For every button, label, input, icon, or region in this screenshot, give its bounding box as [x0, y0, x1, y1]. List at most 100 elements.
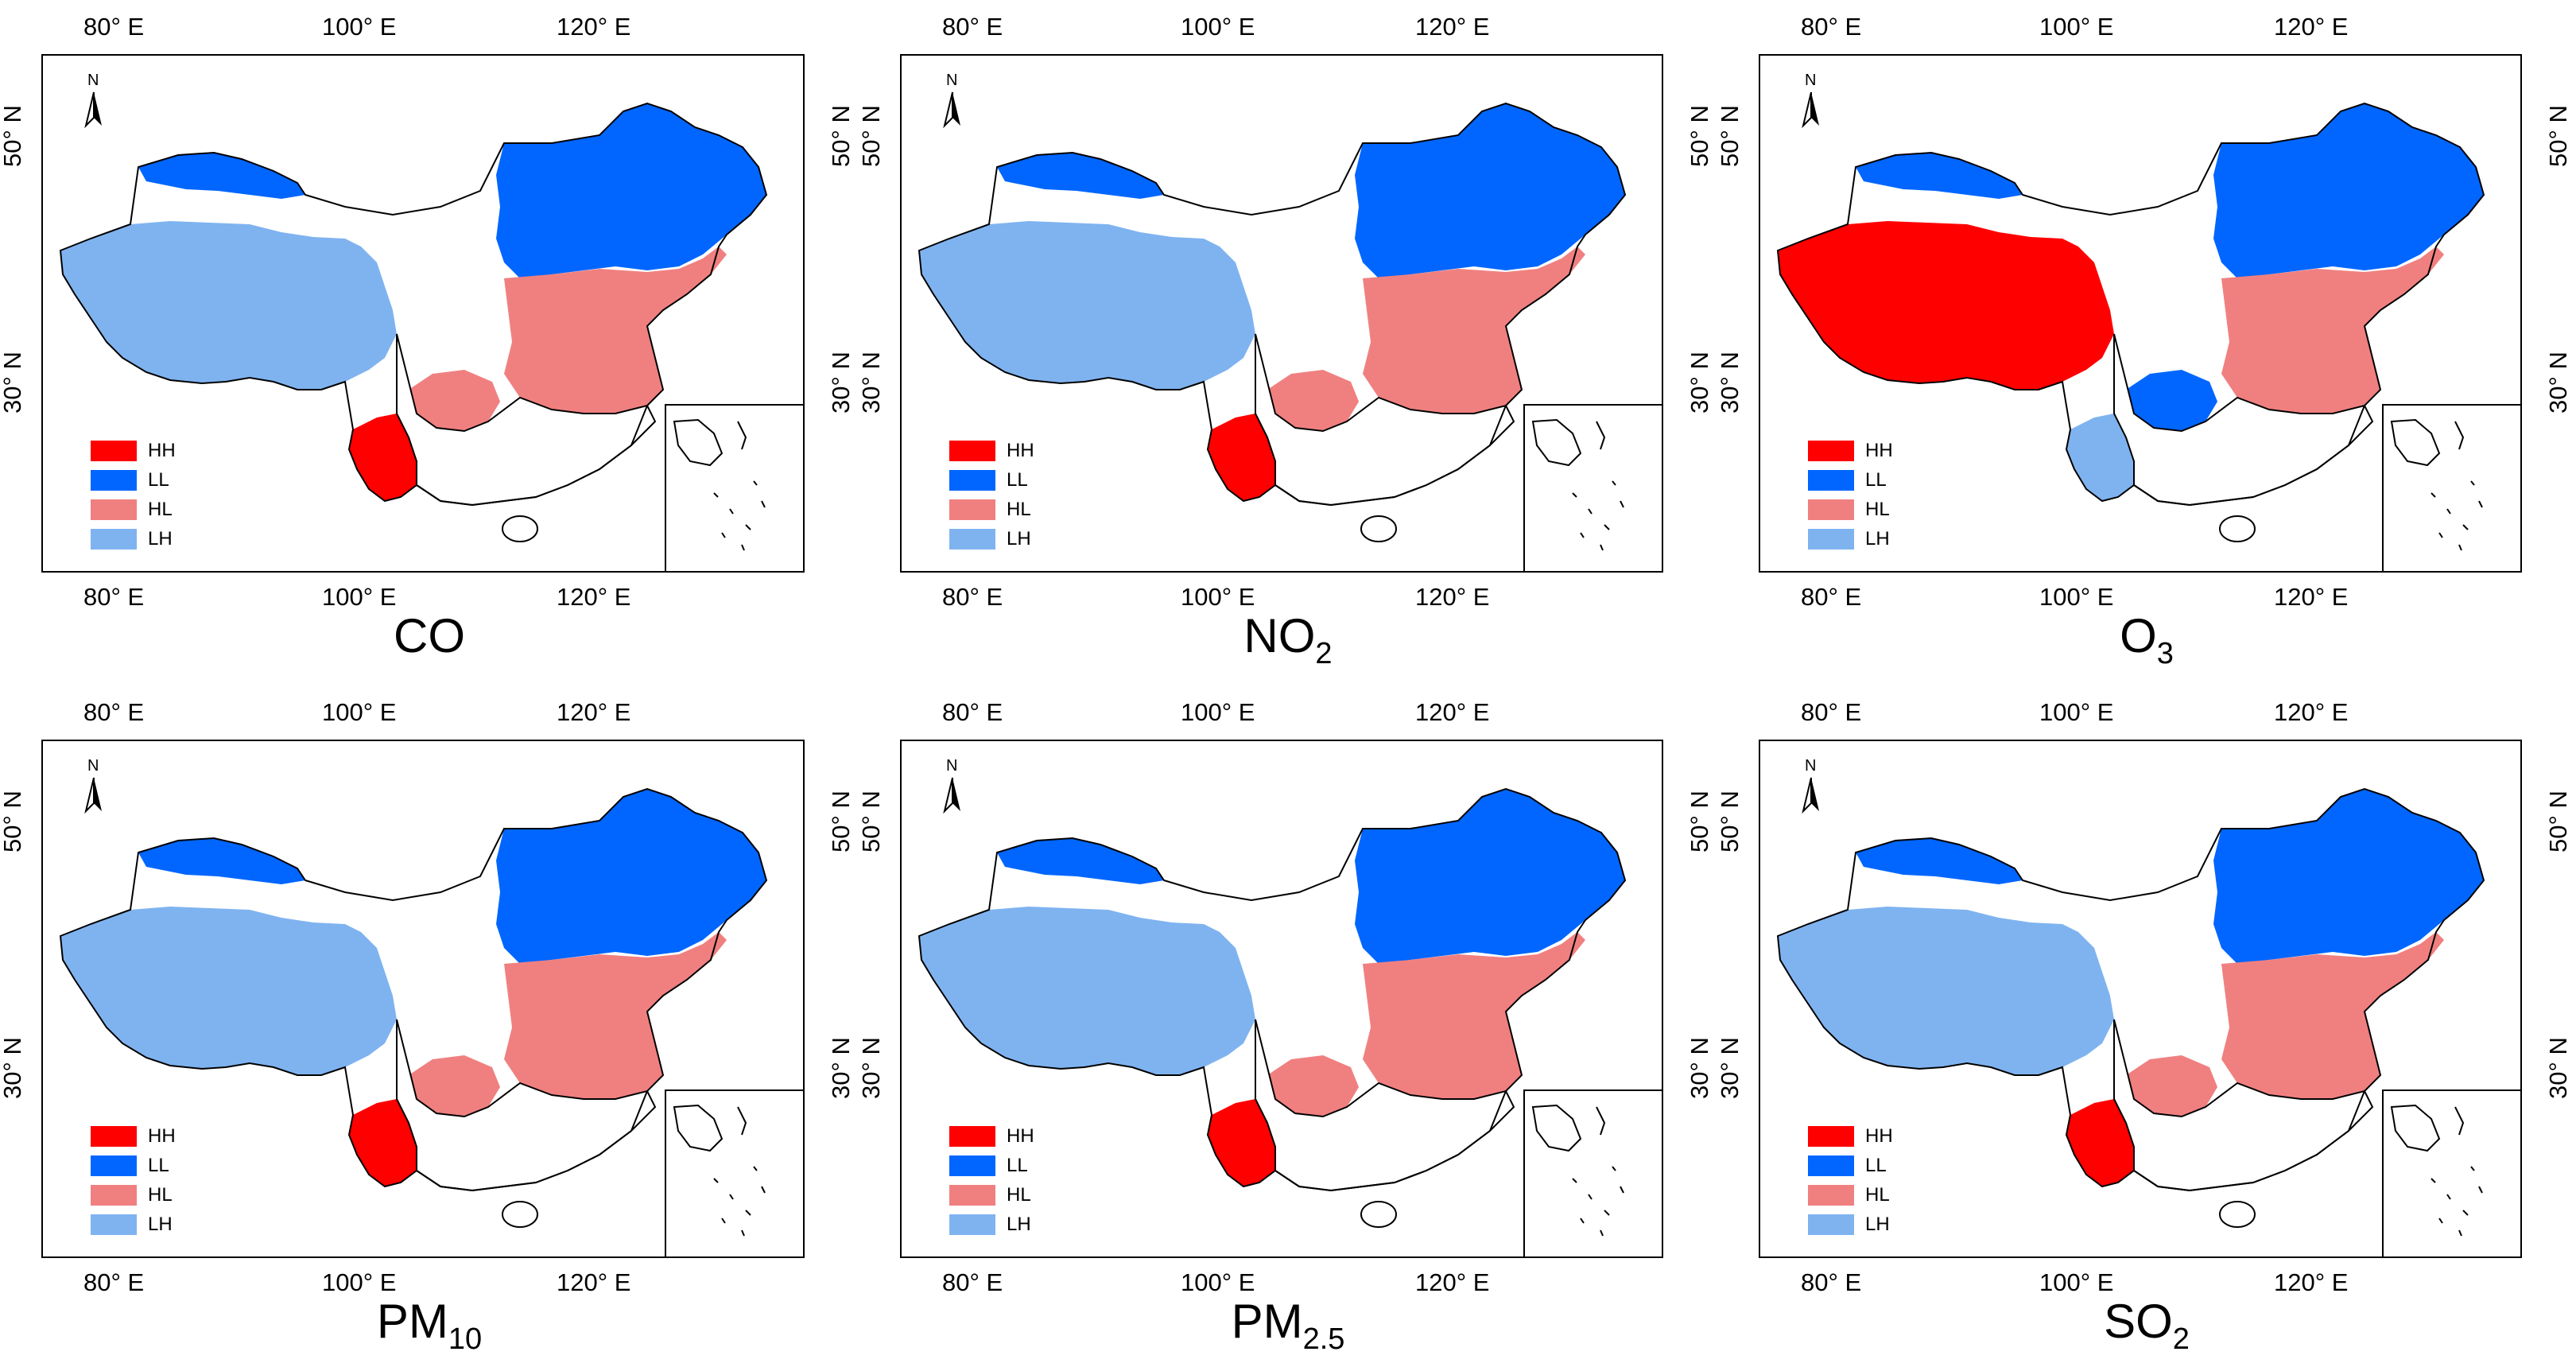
- legend-swatch-hh: [91, 1125, 137, 1147]
- map-region-southwest: [1208, 414, 1275, 501]
- lon-tick-bottom: 120° E: [2274, 583, 2349, 611]
- legend: HH LL HL LH: [949, 1121, 1034, 1239]
- north-arrow: N: [1795, 72, 1827, 135]
- lat-tick-right: 50° N: [2544, 790, 2572, 853]
- legend-swatch-hl: [949, 499, 995, 520]
- north-arrow: N: [937, 757, 968, 821]
- south-china-sea-inset-map: [1531, 1104, 1624, 1237]
- pollutant-caption: NO2: [859, 609, 1717, 670]
- legend-swatch-lh: [1808, 1214, 1854, 1235]
- legend-item: LL: [1808, 1151, 1893, 1180]
- south-china-sea-inset: [1523, 1089, 1662, 1256]
- lon-tick-top: 100° E: [2039, 13, 2114, 41]
- map-region-northeast: [2213, 103, 2484, 278]
- map-region-northwest: [997, 153, 1164, 199]
- legend-swatch-hl: [91, 499, 137, 520]
- south-china-sea-inset-map: [673, 1104, 766, 1237]
- legend-item: LH: [1808, 1210, 1893, 1239]
- map-region-northeast: [496, 103, 766, 278]
- lon-tick-top: 80° E: [83, 698, 145, 726]
- china-border: [1776, 102, 2485, 507]
- map-region-east: [504, 932, 727, 1099]
- legend-item: HL: [949, 495, 1034, 524]
- map-region-sichuan: [1267, 370, 1359, 431]
- map-region-west: [60, 907, 397, 1075]
- pollutant-subscript: 2.5: [1302, 1322, 1345, 1356]
- south-china-sea-inset: [2382, 1089, 2520, 1256]
- legend-label: LH: [1007, 1213, 1031, 1235]
- pollutant-main: PM: [376, 1295, 448, 1348]
- lon-tick-top: 80° E: [1801, 698, 1862, 726]
- legend: HH LL HL LH: [1808, 1121, 1893, 1239]
- north-arrow: N: [78, 757, 110, 821]
- pollutant-main: SO: [2104, 1295, 2173, 1348]
- legend-swatch-ll: [1808, 469, 1854, 491]
- legend-label: HL: [148, 498, 173, 520]
- hainan-island: [502, 515, 538, 542]
- legend-swatch-lh: [949, 528, 995, 550]
- lon-tick-top: 100° E: [322, 13, 397, 41]
- map-region-west: [1778, 907, 2114, 1075]
- north-label: N: [87, 72, 99, 89]
- lon-tick-bottom: 120° E: [557, 583, 631, 611]
- legend-label: HL: [1865, 498, 1890, 520]
- legend-item: LH: [949, 524, 1034, 553]
- north-label: N: [1805, 757, 1817, 775]
- legend-label: LH: [1865, 1213, 1890, 1235]
- lat-tick-right: 30° N: [827, 351, 855, 414]
- south-china-sea-inset-map: [2390, 1104, 2483, 1237]
- pollutant-main: NO: [1243, 609, 1316, 662]
- map-frame: N HH LL HL: [900, 54, 1663, 573]
- legend-item: LH: [949, 1210, 1034, 1239]
- south-china-sea-inset: [665, 1089, 803, 1256]
- legend-label: LL: [148, 1154, 169, 1176]
- lon-tick-top: 120° E: [557, 698, 631, 726]
- map-frame: N HH LL HL: [41, 740, 805, 1258]
- map-region-southwest: [2066, 1099, 2134, 1187]
- lat-tick-left: 30° N: [857, 1037, 885, 1099]
- legend-item: HL: [1808, 495, 1893, 524]
- lon-tick-bottom: 100° E: [2039, 583, 2114, 611]
- china-border: [1776, 787, 2485, 1192]
- lon-tick-top: 120° E: [2274, 698, 2349, 726]
- lat-tick-right: 50° N: [1686, 790, 1713, 853]
- lon-tick-top: 80° E: [83, 13, 145, 41]
- lon-tick-top: 100° E: [322, 698, 397, 726]
- lat-tick-right: 50° N: [1686, 105, 1713, 167]
- map-region-northwest: [138, 153, 305, 199]
- legend-label: LH: [1007, 527, 1031, 550]
- legend-label: LL: [1865, 468, 1887, 491]
- map-region-west: [60, 221, 397, 390]
- legend-swatch-hh: [1808, 1125, 1854, 1147]
- legend-label: HH: [1007, 1124, 1034, 1147]
- legend-swatch-hh: [949, 440, 995, 461]
- map-panel-so2: 80° E 100° E 120° E 80° E 100° E 120° E …: [1716, 686, 2576, 1371]
- legend-item: HL: [91, 1180, 176, 1210]
- legend-swatch-lh: [1808, 528, 1854, 550]
- lat-tick-left: 50° N: [0, 790, 26, 853]
- legend-item: LL: [949, 1151, 1034, 1180]
- north-arrow-icon: [943, 777, 960, 814]
- map-region-northeast: [1355, 103, 1625, 278]
- north-arrow-icon: [943, 91, 960, 129]
- south-china-sea-inset: [1523, 404, 1662, 571]
- lon-tick-bottom: 120° E: [2274, 1268, 2349, 1296]
- legend-item: LL: [1808, 465, 1893, 495]
- lat-tick-left: 50° N: [1716, 105, 1744, 167]
- legend-swatch-hl: [1808, 1184, 1854, 1206]
- legend-label: HL: [1007, 1183, 1031, 1206]
- lon-tick-bottom: 120° E: [1415, 583, 1490, 611]
- lat-tick-left: 30° N: [1716, 1037, 1744, 1099]
- legend-swatch-hh: [949, 1125, 995, 1147]
- pollutant-subscript: 2: [1315, 637, 1333, 670]
- lon-tick-bottom: 100° E: [322, 1268, 397, 1296]
- north-arrow: N: [937, 72, 968, 135]
- map-panel-co: 80° E 100° E 120° E 80° E 100° E 120° E …: [0, 0, 859, 686]
- map-region-northeast: [1355, 789, 1625, 964]
- south-china-sea-inset-map: [673, 418, 766, 551]
- pollutant-caption: SO2: [1717, 1295, 2576, 1355]
- legend-label: LH: [148, 1213, 173, 1235]
- pollutant-subscript: 3: [2156, 637, 2174, 670]
- lon-tick-bottom: 100° E: [2039, 1268, 2114, 1296]
- legend-item: HH: [949, 1121, 1034, 1151]
